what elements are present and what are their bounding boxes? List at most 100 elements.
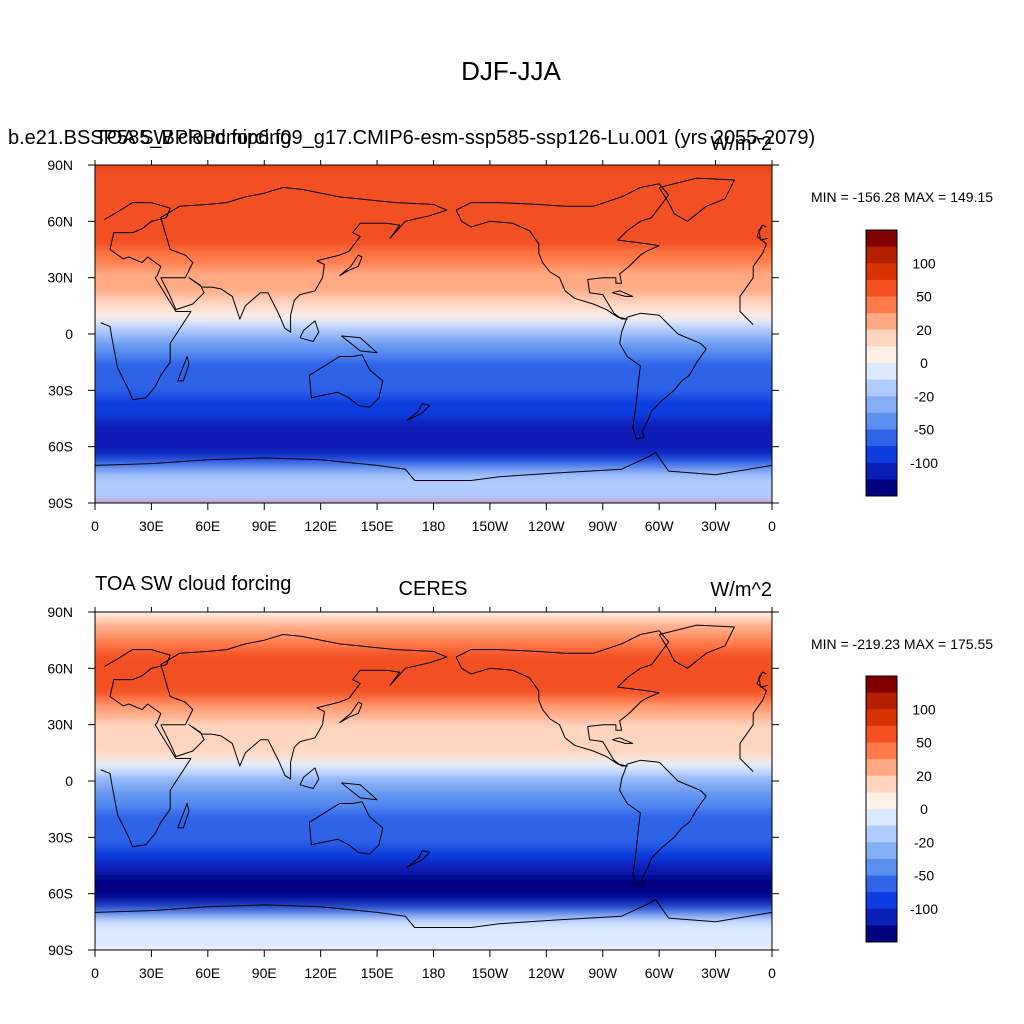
field-band xyxy=(95,837,772,843)
field-band xyxy=(95,465,772,471)
field-band xyxy=(95,493,772,499)
field-band xyxy=(95,813,772,820)
field-band xyxy=(95,488,772,495)
field-band xyxy=(95,865,772,871)
colorbar-label: 50 xyxy=(916,289,932,305)
field-band xyxy=(95,418,772,424)
x-tick-label: 120E xyxy=(304,965,337,981)
coastline-borneo xyxy=(299,767,320,789)
coastline-greenland xyxy=(658,177,735,222)
colorbar-swatch xyxy=(866,296,897,314)
y-tick-label: 60S xyxy=(48,886,73,902)
x-tick-label: 30E xyxy=(139,518,164,534)
colorbar-swatch xyxy=(866,429,897,447)
x-tick-label: 60E xyxy=(195,518,220,534)
colorbar-swatch xyxy=(866,396,897,414)
colorbar-swatch xyxy=(866,759,897,777)
colorbar-frame xyxy=(865,229,898,497)
field-band xyxy=(95,165,772,171)
field-band xyxy=(95,235,772,241)
field-band xyxy=(95,823,772,829)
field-band xyxy=(95,743,772,749)
field-band xyxy=(95,630,772,637)
field-band xyxy=(95,404,772,410)
coastline-s-america xyxy=(619,759,707,887)
field-band xyxy=(95,197,772,204)
field-band xyxy=(95,912,772,918)
field-band xyxy=(95,724,772,730)
colorbar-label: 20 xyxy=(916,322,932,338)
x-tick-label: 90W xyxy=(588,965,618,981)
coastline-madagascar xyxy=(177,803,190,829)
figure-title: DJF-JJA xyxy=(461,56,561,86)
field-band xyxy=(95,644,772,651)
field-band xyxy=(95,305,772,312)
coastline-layer xyxy=(95,177,772,481)
field-band xyxy=(95,926,772,932)
field-band xyxy=(95,334,772,340)
field-band xyxy=(95,705,772,712)
field-band xyxy=(95,673,772,679)
coastline-cuba xyxy=(612,737,634,744)
field-band xyxy=(95,921,772,928)
field-band xyxy=(95,183,772,190)
field-band xyxy=(95,272,772,279)
field-band xyxy=(95,846,772,853)
field-band xyxy=(95,207,772,213)
field-band xyxy=(95,851,772,857)
x-axis: 0 30E 60E 90E 120E 150E 180 150W 120W 90W 60W 30W 0 xyxy=(91,607,776,981)
field-band xyxy=(95,423,772,429)
coastline-layer xyxy=(95,624,772,928)
field-band xyxy=(95,799,772,806)
coastline-arabia-asia xyxy=(160,634,448,780)
field-band xyxy=(95,230,772,237)
coastline-s-america xyxy=(619,312,707,440)
panel-left-title: TOA SW cloud forcing xyxy=(95,573,291,595)
field-band xyxy=(95,903,772,909)
colorbar-swatch xyxy=(866,925,897,943)
coastline-n-america xyxy=(455,183,670,320)
field-band xyxy=(95,216,772,222)
colorbar-label: 100 xyxy=(912,701,936,717)
colorbar-swatch xyxy=(866,709,897,727)
field-band xyxy=(95,479,772,485)
colorbar-swatch xyxy=(866,329,897,347)
y-tick-label: 90N xyxy=(47,157,73,173)
field-bands xyxy=(95,165,772,503)
field-band xyxy=(95,945,772,950)
field-band xyxy=(95,413,772,420)
colorbar-swatch xyxy=(866,263,897,281)
colorbar-swatch xyxy=(866,279,897,297)
field-band xyxy=(95,263,772,269)
field-band xyxy=(95,441,772,448)
coastline-arabia-asia xyxy=(160,187,448,333)
panel-units: W/m^2 xyxy=(710,133,772,155)
x-tick-label: 150W xyxy=(472,518,509,534)
colorbar-label: -50 xyxy=(914,868,934,884)
field-band xyxy=(95,856,772,862)
field-band xyxy=(95,827,772,834)
field-band xyxy=(95,446,772,452)
colorbar-label: 0 xyxy=(920,355,928,371)
field-band xyxy=(95,268,772,274)
field-band xyxy=(95,888,772,895)
x-tick-label: 120W xyxy=(528,518,565,534)
x-tick-label: 180 xyxy=(422,965,446,981)
field-band xyxy=(95,790,772,796)
field-band xyxy=(95,484,772,490)
coastline-new-guinea xyxy=(341,335,378,354)
x-tick-label: 90E xyxy=(252,965,277,981)
colorbar-swatch xyxy=(866,230,897,248)
field-band xyxy=(95,729,772,735)
x-tick-label: 0 xyxy=(768,518,776,534)
field-band xyxy=(95,169,772,175)
field-band xyxy=(95,771,772,777)
field-band xyxy=(95,668,772,674)
field-band xyxy=(95,362,772,368)
colorbar-label: 50 xyxy=(916,735,932,751)
x-tick-label: 120W xyxy=(528,965,565,981)
x-axis: 0 30E 60E 90E 120E 150E 180 150W 120W 90W 60W 30W 0 xyxy=(91,160,776,534)
field-band xyxy=(95,380,772,387)
field-band xyxy=(95,348,772,354)
